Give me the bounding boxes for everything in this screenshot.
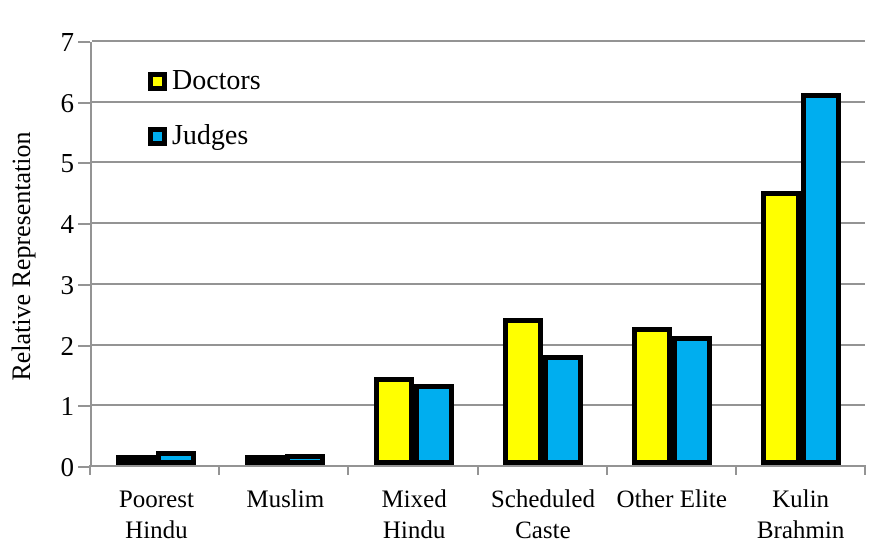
gridline-5 bbox=[92, 161, 865, 164]
y-tick-label-6: 6 bbox=[60, 87, 75, 118]
bar-doctors-mixed-hindu bbox=[374, 377, 415, 465]
y-tick-mark-4 bbox=[78, 223, 90, 226]
category-label-scheduled-caste: Scheduled Caste bbox=[490, 486, 595, 544]
y-tick-label-4: 4 bbox=[60, 209, 75, 240]
y-tick-label-2: 2 bbox=[60, 330, 75, 361]
legend-label-doctors: Doctors bbox=[172, 65, 261, 96]
y-tick-mark-2 bbox=[78, 344, 90, 347]
bar-doctors-scheduled-caste bbox=[502, 317, 543, 465]
x-tick-mark-2 bbox=[347, 465, 350, 475]
bar-judges-scheduled-caste bbox=[542, 354, 583, 465]
doctors-swatch-fill bbox=[153, 76, 162, 86]
x-tick-mark-5 bbox=[734, 465, 737, 475]
y-tick-label-1: 1 bbox=[60, 391, 75, 422]
gridline-6 bbox=[92, 100, 865, 103]
gridline-3 bbox=[92, 282, 865, 285]
bar-doctors-other-elite bbox=[631, 327, 672, 465]
category-label-kulin-brahmin: Kulin Brahmin bbox=[756, 486, 845, 544]
y-tick-mark-5 bbox=[78, 162, 90, 165]
legend-entry-judges: Judges bbox=[148, 119, 248, 153]
y-tick-mark-7 bbox=[78, 41, 90, 43]
bar-doctors-muslim bbox=[245, 455, 286, 465]
x-tick-mark-4 bbox=[605, 465, 608, 475]
bar-doctors-poorest-hindu bbox=[116, 455, 157, 465]
category-label-mixed-hindu: Mixed Hindu bbox=[381, 486, 447, 544]
doctors-legend-swatch-icon bbox=[148, 71, 167, 91]
gridline-1 bbox=[92, 404, 865, 407]
bar-judges-muslim bbox=[285, 453, 326, 465]
plot-area bbox=[90, 40, 865, 467]
y-tick-label-3: 3 bbox=[60, 269, 75, 300]
bar-doctors-kulin-brahmin bbox=[760, 190, 801, 465]
x-tick-mark-6 bbox=[864, 465, 866, 475]
bar-judges-mixed-hindu bbox=[414, 384, 455, 465]
y-tick-label-5: 5 bbox=[60, 148, 75, 179]
legend-label-judges: Judges bbox=[172, 120, 249, 151]
y-tick-mark-0 bbox=[78, 466, 90, 468]
legend-entry-doctors: Doctors bbox=[148, 64, 261, 98]
x-tick-mark-0 bbox=[89, 465, 91, 475]
category-label-poorest-hindu: Poorest Hindu bbox=[118, 486, 194, 544]
x-tick-mark-1 bbox=[218, 465, 221, 475]
y-tick-mark-1 bbox=[78, 405, 90, 408]
judges-legend-swatch-icon bbox=[148, 126, 167, 146]
gridline-7 bbox=[92, 40, 865, 42]
y-tick-label-0: 0 bbox=[60, 452, 75, 482]
category-label-muslim: Muslim bbox=[246, 486, 325, 513]
bar-judges-poorest-hindu bbox=[156, 451, 197, 465]
category-label-other-elite: Other Elite bbox=[616, 486, 727, 513]
judges-swatch-fill bbox=[153, 131, 162, 141]
bar-judges-other-elite bbox=[671, 335, 712, 465]
bar-judges-kulin-brahmin bbox=[800, 93, 841, 465]
y-tick-mark-6 bbox=[78, 101, 90, 104]
y-tick-mark-3 bbox=[78, 283, 90, 286]
gridline-4 bbox=[92, 222, 865, 225]
y-tick-label-7: 7 bbox=[60, 27, 75, 57]
x-tick-mark-3 bbox=[476, 465, 479, 475]
gridline-2 bbox=[92, 343, 865, 346]
